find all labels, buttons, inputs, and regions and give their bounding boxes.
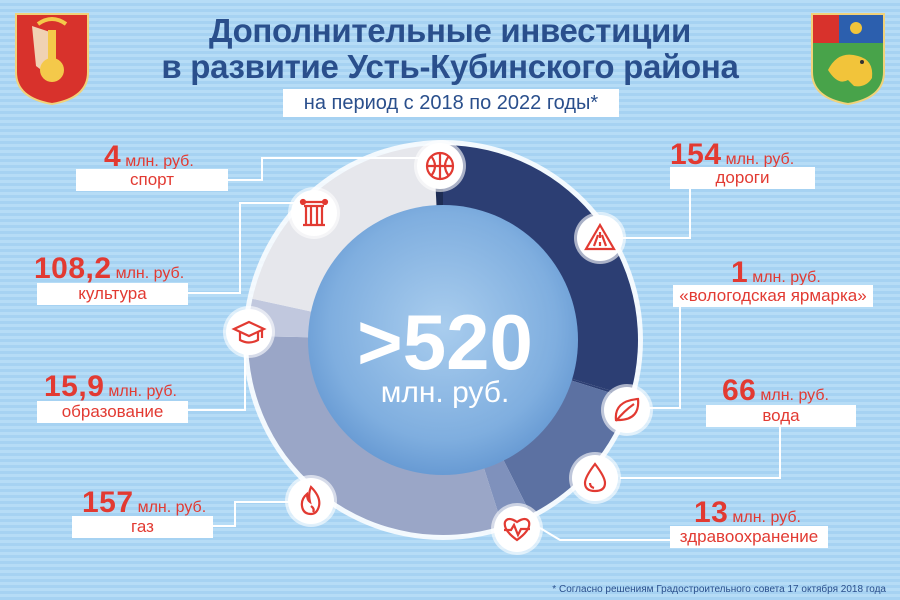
slice-water [500,378,629,515]
donut-center [308,205,578,475]
vologda-coat-of-arms [12,10,92,106]
heart-pulse-icon [494,506,540,552]
road-warning-icon [577,215,623,261]
water-drop-icon [572,455,618,501]
total-value: >520 [357,298,533,386]
value-number-education: 15,9 [44,370,105,403]
value-number-culture: 108,2 [34,252,112,285]
category-label-fair: «вологодская ярмарка» [673,285,873,307]
value-label-health: 13 млн. руб. [694,496,801,530]
leaf-icon [604,387,650,433]
column-icon [291,190,337,236]
slice-roads [443,145,638,397]
value-unit-roads: млн. руб. [725,151,795,168]
value-unit-gas: млн. руб. [137,499,207,516]
leader-line-education [188,330,246,411]
value-label-sport: 4 млн. руб. [104,140,194,174]
category-label-gas: газ [72,516,213,538]
basketball-icon [417,143,463,189]
flame-icon [288,478,334,524]
value-number-fair: 1 [731,256,749,289]
footnote: * Согласно решениям Градостроительного с… [552,584,886,595]
value-unit-sport: млн. руб. [125,153,194,170]
value-unit-health: млн. руб. [732,509,801,526]
value-number-health: 13 [694,496,729,529]
value-unit-education: млн. руб. [108,383,177,400]
total-unit: млн. руб. [380,376,510,409]
value-label-water: 66 млн. руб. [722,374,829,408]
value-unit-water: млн. руб. [760,387,829,404]
category-label-health: здравоохранение [670,526,828,548]
value-number-sport: 4 [104,140,122,173]
value-number-roads: 154 [670,138,722,171]
category-label-roads: дороги [670,167,815,189]
ust-kubinsky-coat-of-arms [808,10,888,106]
slice-culture [252,145,437,313]
category-label-education: образование [37,401,188,423]
value-label-culture: 108,2 млн. руб. [34,252,184,286]
graduation-cap-icon [226,309,272,355]
slice-gas [248,336,503,535]
value-unit-fair: млн. руб. [752,269,821,286]
value-number-gas: 157 [82,486,134,519]
leader-line-sport [228,157,440,181]
page-title-line1: Дополнительные инвестиции [208,12,692,49]
value-label-roads: 154 млн. руб. [670,138,794,172]
category-label-water: вода [706,405,856,427]
value-label-education: 15,9 млн. руб. [44,370,177,404]
leader-line-gas [213,501,290,527]
page-title-line2: в развитие Усть-Кубинского района [161,48,739,85]
value-label-fair: 1 млн. руб. [731,256,821,290]
leader-line-health [539,527,670,541]
category-label-culture: культура [37,283,188,305]
page-subtitle: на период с 2018 по 2022 годы* [283,89,619,117]
leader-line-culture [188,202,300,294]
value-label-gas: 157 млн. руб. [82,486,206,520]
category-label-sport: спорт [76,169,228,191]
value-number-water: 66 [722,374,757,407]
value-unit-culture: млн. руб. [115,265,185,282]
